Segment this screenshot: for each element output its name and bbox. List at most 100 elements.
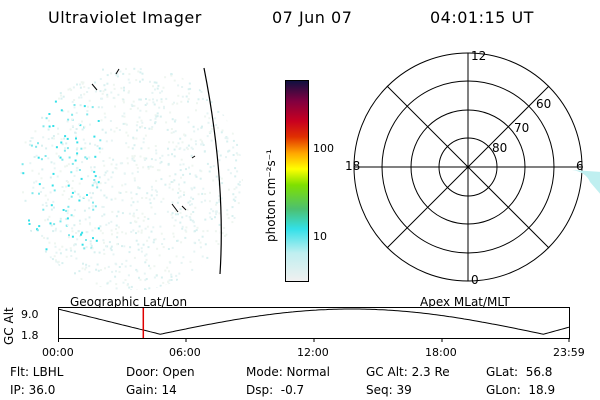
speckle (104, 171, 107, 174)
speckle (58, 264, 61, 266)
speckle (195, 229, 198, 232)
speckle (106, 93, 109, 96)
speckle (110, 72, 113, 75)
speckle (135, 124, 138, 127)
speckle (212, 210, 215, 213)
speckle (106, 95, 109, 98)
speckle (190, 146, 193, 149)
speckle (171, 201, 174, 204)
speckle (122, 122, 125, 125)
speckle (234, 175, 237, 178)
speckle (141, 197, 144, 199)
speckle (51, 144, 54, 147)
speckle (93, 251, 96, 254)
speckle (192, 125, 195, 128)
speckle (99, 90, 102, 93)
speckle (84, 156, 87, 159)
speckle (143, 157, 146, 160)
speckle (136, 170, 139, 173)
speckle (90, 244, 93, 247)
speckle (87, 105, 89, 108)
speckle (36, 229, 39, 232)
speckle (170, 128, 173, 130)
speckle (59, 230, 62, 233)
speckle (55, 260, 58, 263)
speckle (99, 225, 102, 228)
speckle (225, 156, 227, 159)
speckle (71, 187, 74, 190)
speckle (103, 174, 106, 177)
speckle (178, 272, 181, 275)
speckle (53, 162, 56, 165)
speckle (103, 84, 106, 87)
speckle (133, 177, 136, 180)
speckle (179, 195, 182, 198)
speckle (128, 286, 131, 289)
speckle (44, 250, 47, 253)
speckle (61, 193, 64, 196)
speckle (154, 114, 157, 117)
speckle (59, 217, 62, 220)
speckle (199, 169, 202, 172)
speckle (192, 220, 195, 223)
speckle (149, 119, 152, 121)
speckle (50, 204, 53, 207)
speckle (41, 116, 44, 119)
speckle (159, 115, 162, 118)
speckle (102, 239, 105, 242)
speckle (94, 155, 97, 158)
speckle (57, 127, 59, 130)
speckle (116, 73, 119, 76)
speckle (144, 279, 147, 282)
speckle (200, 90, 203, 93)
speckle (103, 112, 106, 115)
speckle (98, 176, 101, 179)
speckle (173, 155, 176, 158)
speckle (159, 162, 162, 165)
speckle (151, 188, 154, 191)
speckle (93, 170, 96, 173)
speckle (177, 191, 180, 194)
speckle (68, 198, 71, 200)
speckle (152, 98, 154, 101)
speckle (89, 123, 91, 126)
speckle (33, 181, 36, 184)
speckle (111, 185, 114, 188)
speckle (152, 226, 155, 229)
speckle (137, 243, 140, 246)
speckle (64, 165, 67, 168)
speckle (94, 90, 97, 93)
speckle (31, 137, 34, 140)
speckle (234, 220, 237, 223)
speckle (136, 129, 138, 132)
speckle (202, 230, 205, 233)
speckle (66, 217, 69, 220)
geographic-panel-label: Geographic Lat/Lon (70, 295, 188, 309)
speckle (166, 210, 169, 213)
speckle (70, 255, 73, 257)
speckle (41, 234, 44, 237)
speckle (135, 220, 138, 223)
speckle (201, 125, 203, 128)
speckle (63, 137, 66, 140)
speckle (73, 99, 76, 101)
speckle (54, 242, 56, 245)
speckle (139, 98, 142, 101)
speckle (187, 121, 190, 124)
speckle (191, 268, 194, 271)
speckle (155, 274, 158, 277)
speckle (215, 175, 218, 178)
speckle (55, 227, 57, 230)
speckle (95, 282, 98, 285)
speckle (181, 141, 184, 144)
speckle (92, 201, 94, 204)
speckle (200, 126, 203, 129)
speckle (163, 105, 165, 108)
speckle (123, 86, 125, 89)
speckle (220, 177, 223, 180)
speckle (67, 118, 70, 121)
speckle (231, 132, 234, 135)
speckle (150, 206, 153, 209)
speckle (80, 233, 82, 236)
speckle (59, 170, 62, 173)
